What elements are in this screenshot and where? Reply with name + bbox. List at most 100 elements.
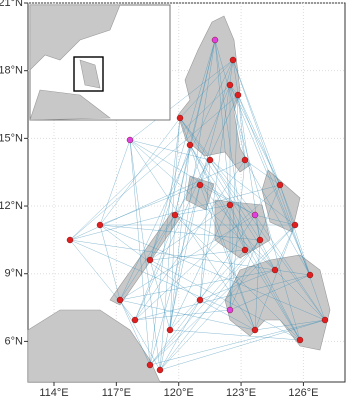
connection — [159, 319, 326, 371]
site — [66, 236, 74, 244]
site — [276, 181, 284, 189]
y-tick-label: 21°N — [0, 0, 23, 9]
x-tick-label: 114°E — [39, 387, 68, 399]
connection — [179, 117, 276, 271]
connection — [149, 39, 216, 261]
site — [226, 201, 234, 209]
connection — [189, 144, 246, 251]
connection — [244, 159, 281, 186]
connection — [69, 94, 239, 241]
connection — [149, 319, 326, 366]
site — [251, 211, 259, 219]
site — [271, 266, 279, 274]
site — [196, 181, 204, 189]
connection — [232, 59, 296, 226]
x-tick-label: 120°E — [164, 387, 194, 399]
connection — [179, 117, 256, 216]
connection — [129, 139, 256, 331]
y-tick-label: 6°N — [5, 335, 24, 347]
connection — [69, 239, 311, 276]
connection — [169, 214, 176, 331]
connection — [119, 269, 276, 301]
connection — [159, 184, 201, 371]
connection — [214, 39, 301, 341]
connection — [179, 117, 256, 331]
connection — [189, 144, 231, 206]
connection — [149, 299, 201, 366]
connection — [209, 159, 296, 226]
connection — [199, 214, 256, 301]
borneo — [27, 309, 161, 383]
connection — [229, 204, 301, 341]
y-tick-label: 18°N — [0, 65, 23, 77]
connection — [254, 319, 326, 331]
connection — [99, 184, 201, 226]
connection — [169, 249, 246, 331]
connection — [99, 139, 131, 226]
connection — [254, 239, 261, 331]
site — [306, 271, 314, 279]
x-tick-label: 126°E — [288, 387, 318, 399]
connection — [169, 39, 216, 331]
connection — [209, 159, 326, 321]
network — [69, 39, 326, 371]
connection — [232, 59, 261, 241]
connection — [174, 214, 301, 341]
site — [131, 316, 139, 324]
connection — [149, 117, 181, 366]
y-tick-label: 12°N — [0, 200, 23, 212]
connection — [254, 214, 261, 241]
connection — [149, 214, 176, 261]
connection — [134, 184, 281, 321]
x-tick-label: 117°E — [102, 387, 131, 399]
connection — [149, 184, 201, 366]
site — [146, 361, 154, 369]
connection — [199, 159, 211, 186]
connection — [119, 299, 161, 371]
connection — [229, 84, 311, 276]
connection — [174, 204, 231, 216]
connection — [149, 239, 261, 366]
connection — [199, 269, 276, 301]
connection — [129, 139, 161, 371]
connection — [159, 299, 201, 371]
site — [241, 156, 249, 164]
site — [234, 91, 242, 99]
site — [241, 246, 249, 254]
site — [156, 366, 164, 374]
connection — [229, 204, 246, 251]
connection — [119, 299, 151, 366]
connection — [254, 224, 296, 331]
connection — [149, 249, 246, 261]
inset-land — [29, 4, 121, 71]
site — [291, 221, 299, 229]
connection — [169, 144, 191, 331]
connection — [99, 224, 326, 321]
site — [251, 326, 259, 334]
site — [206, 156, 214, 164]
connection — [99, 224, 261, 241]
connection — [189, 144, 301, 341]
x-tick-label: 123°E — [226, 387, 256, 399]
connection — [134, 309, 231, 321]
connection — [149, 224, 296, 366]
inset — [29, 4, 171, 121]
connection — [129, 139, 151, 366]
connection — [179, 59, 234, 119]
inset-land — [29, 89, 111, 121]
connection — [259, 239, 276, 271]
connection — [99, 117, 181, 226]
connection — [199, 59, 234, 186]
connection — [214, 39, 231, 206]
connection — [174, 144, 191, 216]
connection — [244, 159, 311, 276]
inset-box — [73, 56, 104, 92]
inset-land — [79, 59, 101, 89]
connection — [129, 59, 234, 141]
site — [171, 211, 179, 219]
axis-ticks: 114°E 117°E 120°E 123°E 126°E 21°N 18°N 15°N 12°… — [0, 0, 318, 399]
connection — [174, 214, 246, 251]
site — [176, 114, 184, 122]
connection — [209, 159, 261, 241]
